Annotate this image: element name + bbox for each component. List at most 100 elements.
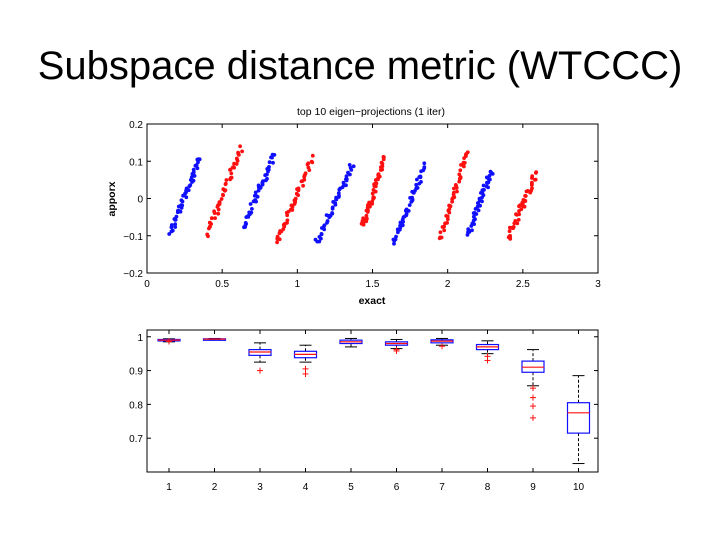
data-point (212, 209, 217, 214)
scatter-x-label: exact (359, 295, 386, 307)
data-point (371, 195, 376, 200)
data-point (253, 190, 258, 195)
data-point (476, 208, 481, 213)
data-point (349, 168, 354, 172)
data-point (381, 155, 386, 159)
data-point (285, 213, 290, 218)
x-tick-label: 6 (394, 482, 400, 493)
data-point (277, 237, 282, 242)
data-point (322, 224, 326, 229)
data-point (404, 207, 409, 212)
x-tick-label: 1 (166, 482, 172, 493)
data-point (289, 203, 294, 208)
scatter-plot: top 10 eigen−projections (1 iter) 0 0.5 1 1… (106, 106, 601, 307)
data-point (530, 174, 535, 179)
series-8 (437, 150, 470, 241)
data-point (208, 225, 212, 229)
y-tick-label: −0.1 (123, 232, 143, 243)
data-point (450, 199, 454, 204)
data-point (516, 217, 521, 222)
data-point (471, 218, 476, 223)
data-point (265, 176, 269, 181)
data-point (376, 172, 381, 177)
data-point (373, 181, 378, 186)
data-point (422, 161, 427, 166)
data-point (263, 173, 268, 178)
data-point (325, 220, 329, 225)
x-tick-label: 3 (595, 279, 601, 290)
data-point (451, 192, 456, 197)
data-point (445, 221, 449, 225)
data-point (376, 176, 380, 180)
data-point (197, 157, 202, 162)
box-5 (339, 337, 363, 348)
data-point (410, 197, 415, 202)
data-point (465, 233, 470, 237)
data-point (458, 168, 463, 173)
data-point (247, 210, 252, 215)
data-point (470, 228, 474, 233)
slide-title: Subspace distance metric (WTCCC) (37, 44, 683, 88)
data-point (275, 240, 279, 245)
data-point (461, 160, 466, 165)
data-point (439, 235, 444, 240)
data-point (266, 165, 271, 170)
data-point (244, 222, 249, 226)
data-point (442, 224, 446, 229)
data-point (333, 201, 338, 206)
data-point (173, 218, 178, 222)
y-tick-label: 0.7 (129, 434, 143, 445)
data-point (293, 196, 298, 201)
x-tick-label: 10 (573, 482, 585, 493)
x-tick-label: 2 (445, 279, 451, 290)
data-point (457, 172, 462, 177)
data-point (191, 178, 196, 183)
data-point (360, 219, 365, 224)
data-point (392, 241, 396, 246)
data-point (373, 189, 378, 194)
x-tick-label: 8 (485, 482, 491, 493)
data-point (307, 168, 312, 173)
x-tick-label: 2.5 (516, 279, 530, 290)
data-point (236, 150, 241, 155)
data-point (365, 216, 369, 221)
box-4 (293, 344, 318, 377)
data-point (184, 195, 189, 200)
series-3 (242, 152, 277, 230)
y-tick-label: −0.2 (123, 269, 143, 280)
data-point (223, 182, 228, 187)
series-7 (391, 161, 427, 246)
data-point (302, 177, 307, 182)
data-point (229, 175, 234, 180)
data-point (192, 174, 197, 178)
data-point (448, 204, 453, 209)
data-point (472, 214, 476, 219)
data-point (191, 167, 196, 172)
y-tick-label: 0.2 (129, 120, 143, 131)
data-point (250, 207, 254, 211)
data-point (534, 171, 538, 175)
data-point (414, 182, 419, 187)
data-point (186, 188, 191, 193)
scatter-y-label: apporx (106, 181, 118, 216)
data-point (254, 199, 258, 204)
data-point (404, 211, 409, 216)
data-point (407, 203, 412, 208)
data-point (367, 200, 371, 205)
data-point (422, 165, 427, 170)
data-point (234, 156, 239, 161)
data-point (393, 237, 398, 242)
data-point (272, 153, 277, 157)
data-point (341, 180, 346, 185)
data-point (170, 228, 175, 233)
x-tick-label: 3 (257, 482, 263, 493)
x-tick-label: 2 (212, 482, 218, 493)
data-point (514, 212, 518, 217)
data-point (224, 178, 229, 182)
data-point (472, 211, 477, 215)
data-point (507, 229, 512, 234)
data-point (415, 177, 419, 182)
data-point (455, 189, 459, 194)
boxplot-boxes (157, 337, 591, 465)
data-point (229, 171, 234, 176)
